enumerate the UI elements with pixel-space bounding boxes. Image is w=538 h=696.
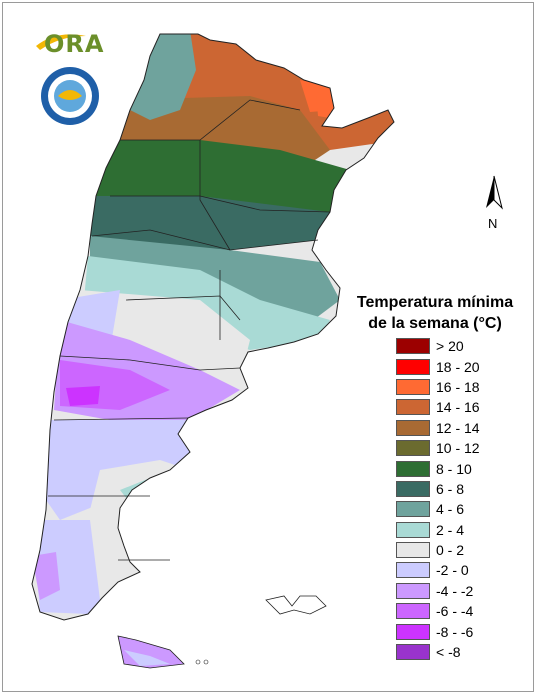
legend-item: 4 - 6 [396,499,480,519]
ora-logo-text: ORA [44,30,105,58]
legend-label: 16 - 18 [436,378,480,395]
legend-item: -2 - 0 [396,560,480,580]
legend-item: 18 - 20 [396,356,480,376]
legend-label: 0 - 2 [436,542,465,559]
small-island [195,659,201,665]
tierra-del-fuego-zone [124,650,170,666]
legend-swatch [396,562,430,579]
legend-title-line1: Temperatura mínima [356,294,514,311]
legend-label: 8 - 10 [436,460,472,477]
legend-item: 2 - 4 [396,520,480,540]
legend-item: 8 - 10 [396,458,480,478]
legend-swatch [396,542,430,559]
legend-item: 0 - 2 [396,540,480,560]
north-label: N [488,216,498,231]
legend-title: Temperatura mínima de la semana (°C) [340,292,530,334]
legend-swatch [396,582,430,599]
legend-swatch [396,358,430,375]
legend-item: 10 - 12 [396,438,480,458]
legend-swatch [396,440,430,457]
legend-item: -8 - -6 [396,621,480,641]
legend-swatch [396,338,430,355]
legend-swatch [396,419,430,436]
zone-6-8 [90,196,330,250]
legend-label: -6 - -4 [436,603,474,620]
legend-item: -6 - -4 [396,601,480,621]
legend-label: -2 - 0 [436,562,469,579]
zone-16-18-east [316,92,334,118]
legend-item: < -8 [396,642,480,662]
legend-swatch [396,623,430,640]
legend-label: 10 - 12 [436,440,480,457]
legend-item: 6 - 8 [396,479,480,499]
small-island [203,659,209,665]
legend-label: < -8 [436,644,461,661]
legend-label: 12 - 14 [436,419,480,436]
legend-label: -4 - -2 [436,582,474,599]
zone-minus8-minus6 [66,386,100,406]
legend-label: 18 - 20 [436,358,480,375]
legend-item: 16 - 18 [396,377,480,397]
legend-label: 6 - 8 [436,480,465,497]
ora-logo-icon [36,34,86,50]
legend-item: -4 - -2 [396,581,480,601]
legend-swatch [396,603,430,620]
country-outline [31,33,395,621]
legend-item: 12 - 14 [396,418,480,438]
smn-seal-icon [41,67,99,125]
islands-outline [265,595,327,615]
legend-label: -8 - -6 [436,623,474,640]
legend-title-line2: de la semana (°C) [368,315,502,332]
legend-swatch [396,521,430,538]
north-arrow-icon [486,175,503,210]
legend-swatch [396,378,430,395]
legend-swatch [396,460,430,477]
legend-swatch [396,480,430,497]
legend: > 20 18 - 20 16 - 18 14 - 16 12 - 14 10 - 12 8… [396,336,480,662]
legend-swatch [396,644,430,661]
legend-label: > 20 [436,338,464,355]
legend-label: 14 - 16 [436,399,480,416]
zone-2-4 [84,256,330,350]
zone-minus4-minus2-far-south [32,552,60,600]
zone-8-10 [96,140,350,212]
province-borders [48,99,331,561]
legend-swatch [396,501,430,518]
legend-label: 4 - 6 [436,501,465,518]
legend-item: > 20 [396,336,480,356]
legend-item: 14 - 16 [396,397,480,417]
legend-label: 2 - 4 [436,521,465,538]
zone-0-2-center [80,290,250,380]
legend-swatch [396,399,430,416]
